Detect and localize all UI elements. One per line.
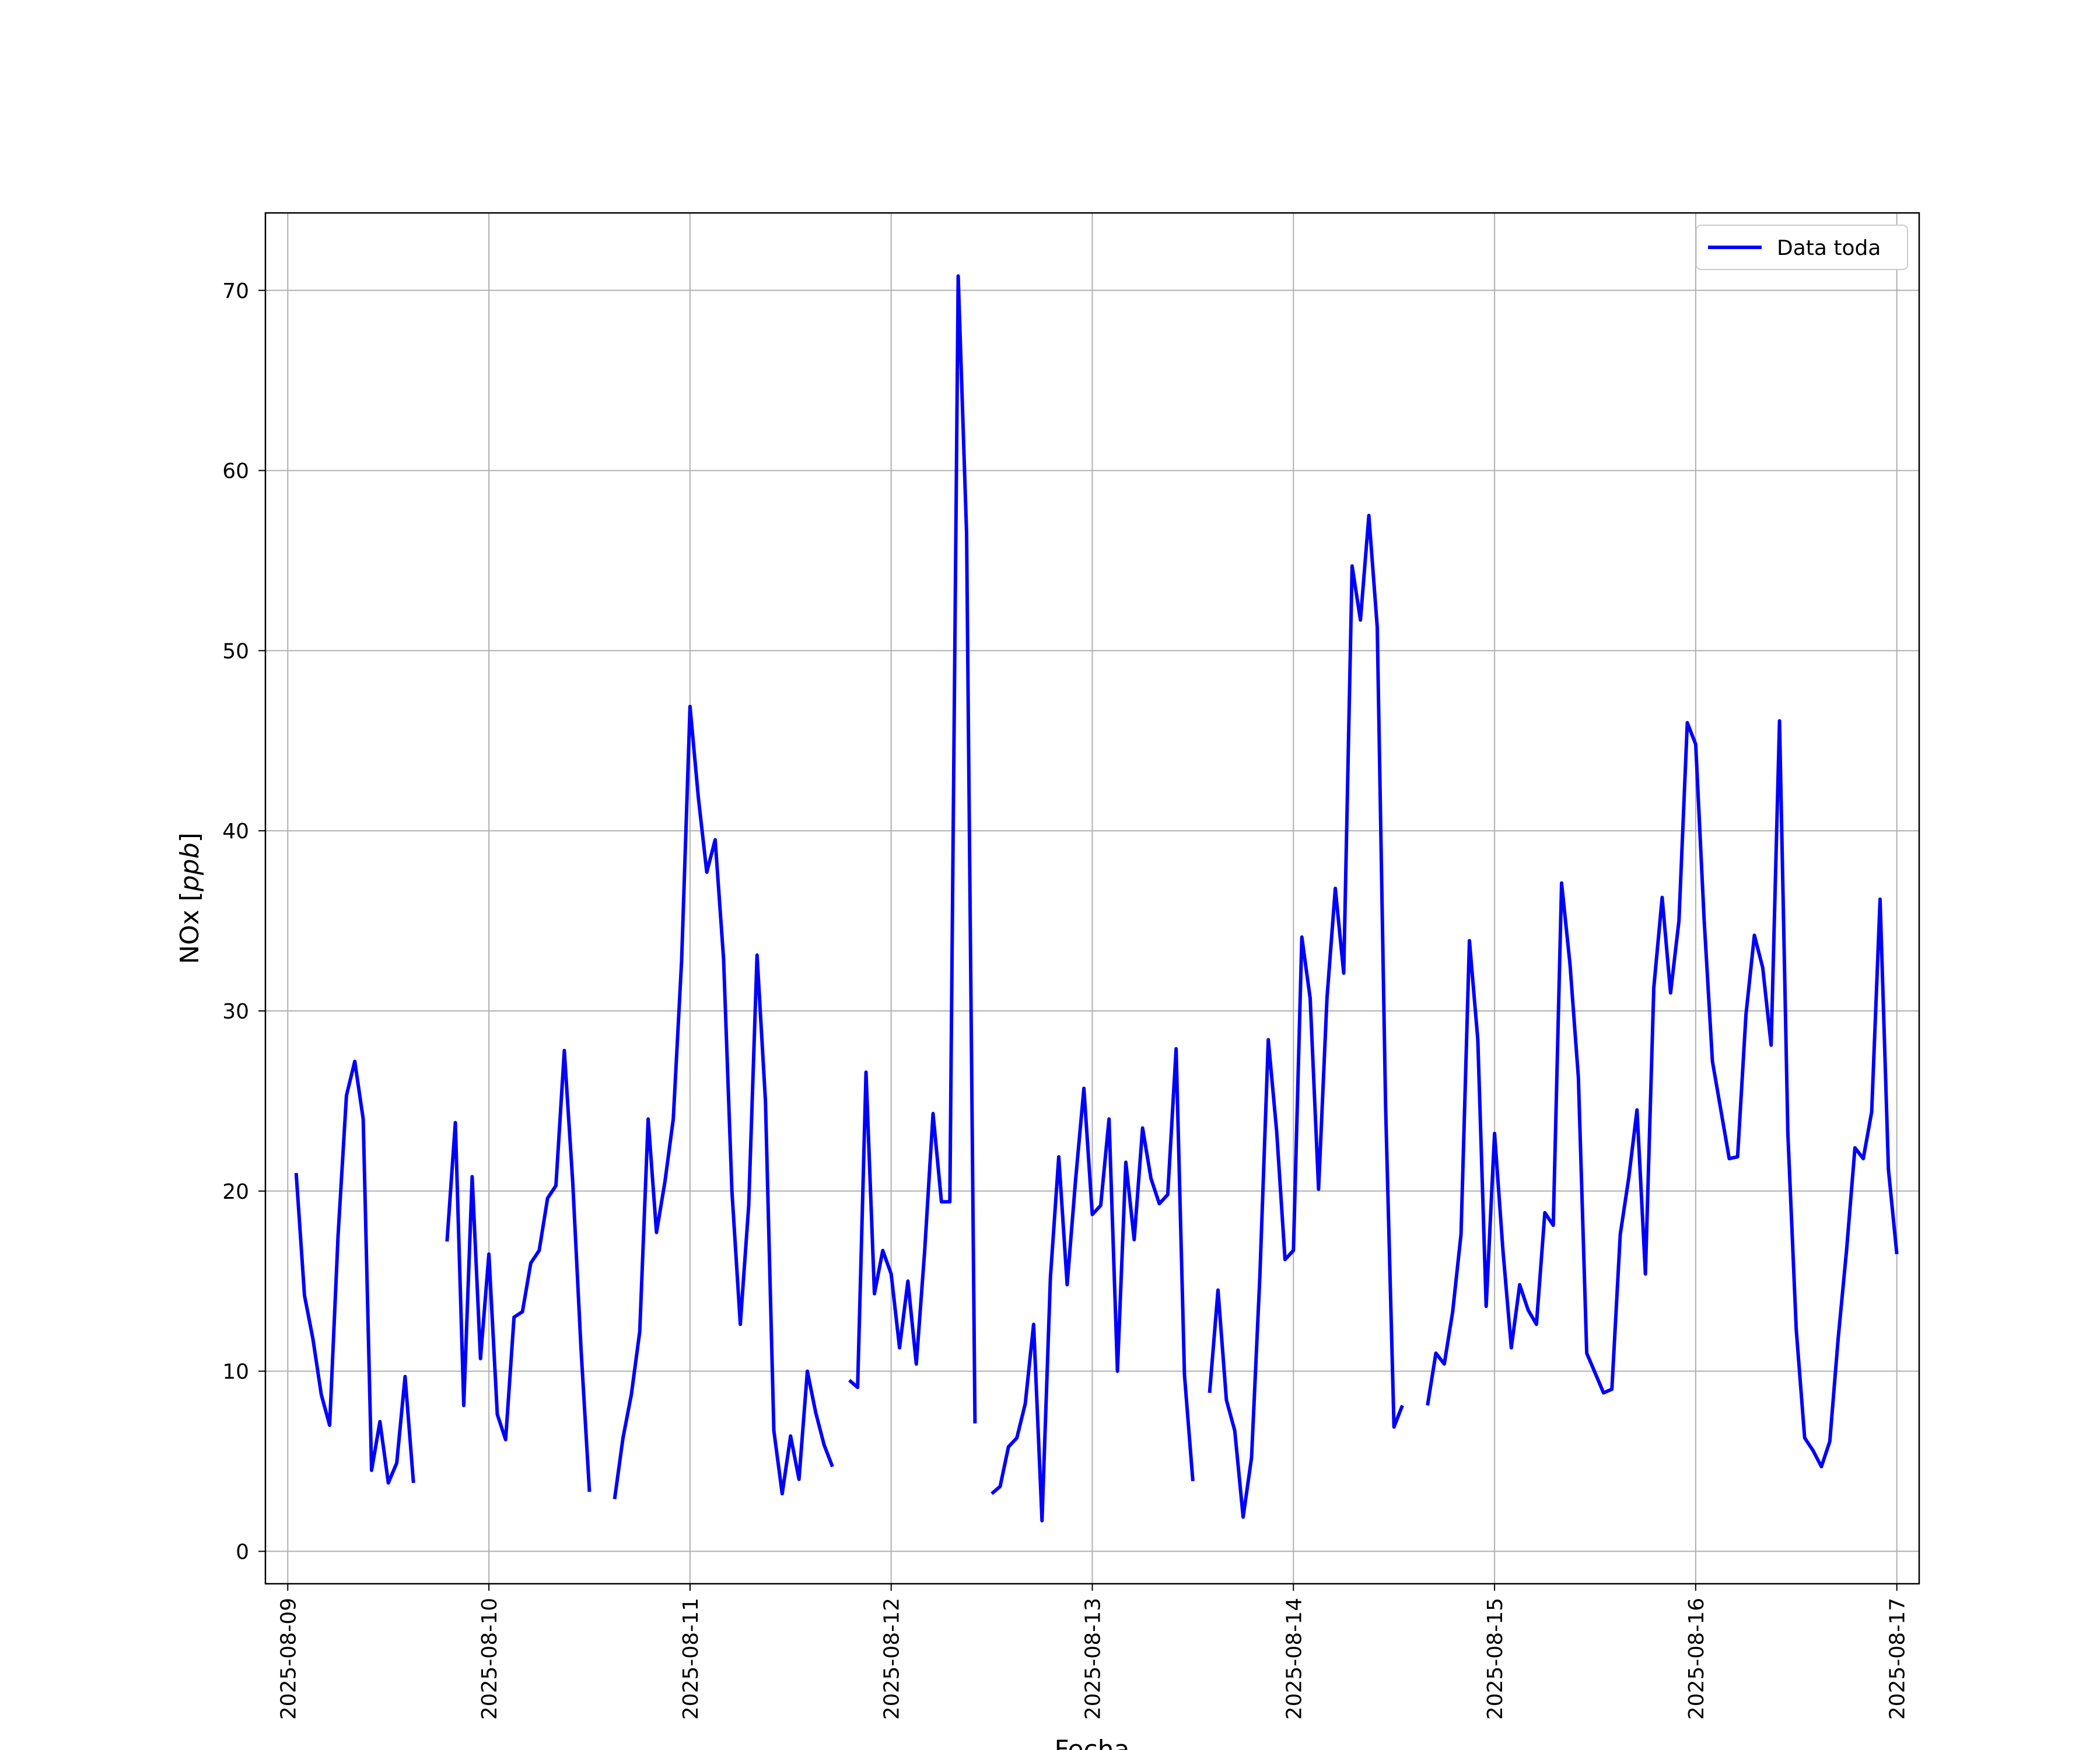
y-tick-label: 0 [236, 1540, 249, 1564]
x-axis-title: Fecha [1054, 1735, 1129, 1750]
y-tick-label: 20 [222, 1180, 249, 1204]
legend-label: Data toda [1777, 236, 1881, 260]
legend: Data toda [1696, 225, 1908, 270]
y-axis-title-unit: ppb [175, 842, 205, 892]
ticks: 2025-08-09 2025-08-10 2025-08-11 2025-08-12… [222, 279, 1910, 1720]
y-tick-label: 70 [222, 279, 249, 303]
series-layer [294, 274, 1899, 1522]
x-tick-label: 2025-08-09 [276, 1598, 300, 1720]
y-axis-title-close: ] [175, 832, 205, 842]
y-tick-label: 10 [222, 1360, 249, 1384]
y-tick-label: 30 [222, 1000, 249, 1024]
y-tick-label: 40 [222, 820, 249, 844]
legend-box [1696, 225, 1908, 270]
y-axis-title: NOx [ppb] [175, 832, 205, 964]
y-axis-title-main: NOx [ [175, 891, 205, 964]
x-tick-label: 2025-08-14 [1282, 1598, 1306, 1720]
series-line-0 [294, 274, 1899, 1522]
y-tick-label: 50 [222, 639, 249, 663]
y-tick-label: 60 [222, 460, 249, 484]
x-tick-label: 2025-08-17 [1886, 1598, 1910, 1720]
x-tick-label: 2025-08-13 [1082, 1598, 1105, 1720]
x-tick-label: 2025-08-12 [880, 1598, 904, 1720]
x-tick-label: 2025-08-10 [478, 1598, 502, 1720]
x-tick-label: 2025-08-16 [1685, 1598, 1709, 1720]
x-tick-label: 2025-08-11 [679, 1598, 703, 1720]
x-tick-label: 2025-08-15 [1483, 1598, 1507, 1720]
